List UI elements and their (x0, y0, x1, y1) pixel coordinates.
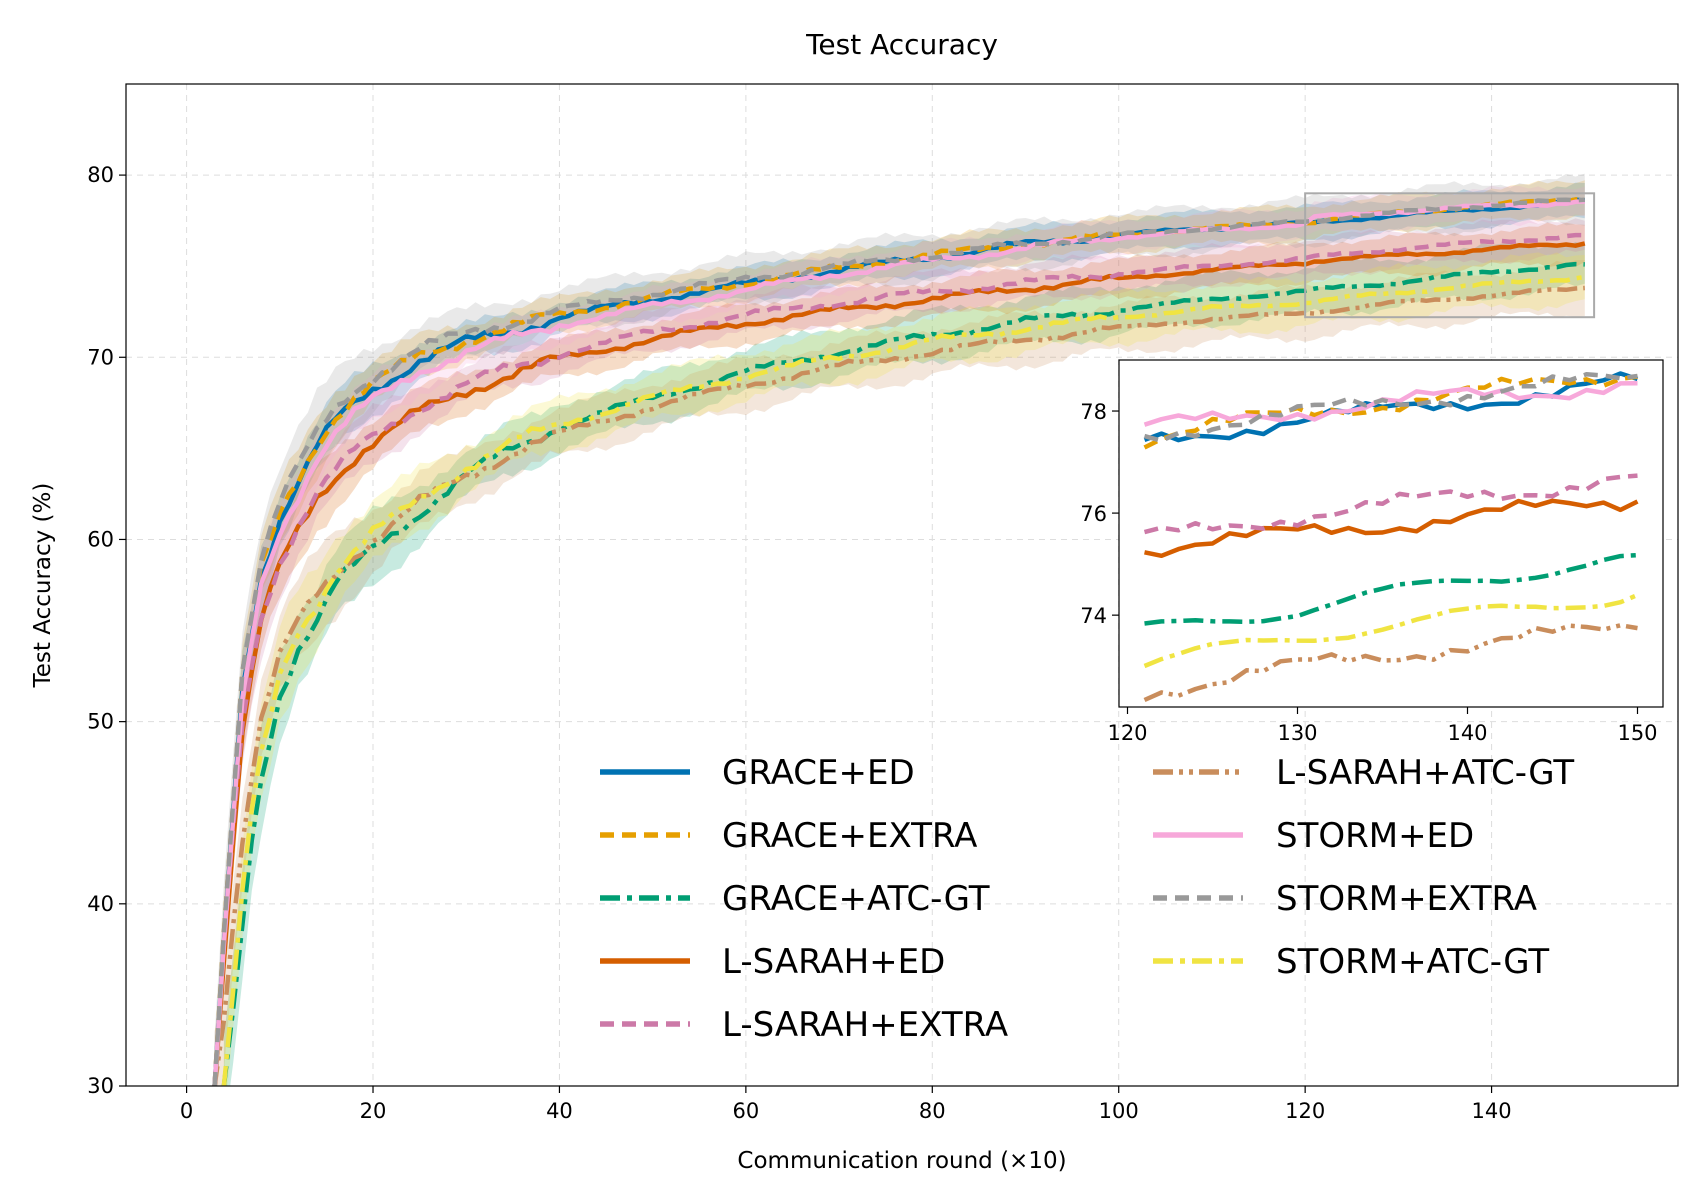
inset-x-tick-label-130: 130 (1277, 721, 1317, 745)
inset-frame (1118, 359, 1664, 708)
legend-item-storm-atc-gt: STORM+ATC-GT (1153, 942, 1549, 982)
x-tick-label-100: 100 (1099, 1099, 1139, 1123)
legend-label-l-sarah-ed: L-SARAH+ED (722, 942, 945, 982)
x-tick-label-40: 40 (546, 1099, 573, 1123)
x-tick-label-60: 60 (733, 1099, 760, 1123)
legend-label-grace-ed: GRACE+ED (722, 753, 915, 793)
inset-line-l-sarah-ed (1144, 498, 1639, 559)
inset-x-ticks: 120 130 140 150 (1107, 707, 1658, 745)
legend-label-l-sarah-atc-gt: L-SARAH+ATC-GT (1276, 753, 1574, 793)
y-axis-label: Test Accuracy (%) (30, 483, 56, 689)
inset-line-storm-atc-gt (1143, 592, 1639, 669)
inset-series-lines (1143, 371, 1639, 703)
x-tick-label-140: 140 (1472, 1099, 1512, 1123)
inset-y-tick-label-78: 78 (1080, 400, 1107, 424)
inset-y-ticks: 74 76 78 (1080, 400, 1119, 628)
legend-item-l-sarah-ed: L-SARAH+ED (600, 942, 945, 982)
legend-label-storm-ed: STORM+ED (1276, 816, 1474, 856)
legend-label-grace-atc-gt: GRACE+ATC-GT (722, 879, 990, 919)
inset-x-tick-label-150: 150 (1617, 721, 1657, 745)
inset-line-grace-atc-gt (1144, 552, 1638, 626)
line-grace-atc-gt (221, 261, 1585, 1086)
x-tick-label-0: 0 (180, 1099, 193, 1123)
line-storm-atc-gt (221, 274, 1586, 1086)
legend-item-l-sarah-atc-gt: L-SARAH+ATC-GT (1153, 753, 1574, 793)
legend-item-grace-ed: GRACE+ED (600, 753, 915, 793)
inset-line-l-sarah-extra (1143, 473, 1638, 535)
legend-label-l-sarah-extra: L-SARAH+EXTRA (722, 1005, 1008, 1045)
main-plot-frame (125, 83, 1679, 1087)
y-tick-label-60: 60 (87, 527, 114, 551)
legend-item-grace-extra: GRACE+EXTRA (600, 816, 977, 856)
chart-title: Test Accuracy (805, 28, 998, 61)
inset-background (1119, 360, 1663, 707)
legend-label-storm-extra: STORM+EXTRA (1276, 879, 1537, 919)
inset-axes: 120 130 140 150 74 76 78 (1080, 359, 1664, 745)
y-tick-label-80: 80 (87, 163, 114, 187)
line-l-sarah-extra (212, 232, 1585, 1086)
inset-line-l-sarah-atc-gt (1143, 623, 1638, 703)
inset-line-storm-ed (1143, 380, 1638, 427)
inset-y-tick-label-76: 76 (1080, 502, 1107, 526)
x-tick-label-120: 120 (1285, 1099, 1325, 1123)
legend-item-grace-atc-gt: GRACE+ATC-GT (600, 879, 990, 919)
y-tick-label-40: 40 (87, 892, 114, 916)
x-tick-label-80: 80 (919, 1099, 946, 1123)
legend-label-grace-extra: GRACE+EXTRA (722, 816, 977, 856)
inset-x-tick-label-140: 140 (1447, 721, 1487, 745)
main-series-lines (212, 195, 1586, 1086)
y-tick-label-30: 30 (87, 1074, 114, 1098)
legend-item-l-sarah-extra: L-SARAH+EXTRA (600, 1005, 1008, 1045)
line-storm-ed (212, 199, 1585, 1086)
y-tick-label-70: 70 (87, 345, 114, 369)
inset-zoom-region (1304, 192, 1596, 319)
main-x-ticks: 0 20 40 60 80 100 120 140 (180, 1086, 1512, 1123)
legend-item-storm-extra: STORM+EXTRA (1153, 879, 1537, 919)
inset-y-tick-label-74: 74 (1080, 604, 1107, 628)
legend-label-storm-atc-gt: STORM+ATC-GT (1276, 942, 1549, 982)
inset-line-grace-extra (1143, 374, 1638, 450)
y-tick-label-50: 50 (87, 710, 114, 734)
inset-x-tick-label-120: 120 (1107, 721, 1147, 745)
legend: GRACE+ED GRACE+EXTRA GRACE+ATC-GT L-SARAH+E… (600, 753, 1574, 1045)
x-tick-label-20: 20 (360, 1099, 387, 1123)
x-axis-label: Communication round (×10) (737, 1148, 1066, 1174)
main-y-ticks: 30 40 50 60 70 80 (87, 163, 126, 1098)
legend-item-storm-ed: STORM+ED (1153, 816, 1474, 856)
